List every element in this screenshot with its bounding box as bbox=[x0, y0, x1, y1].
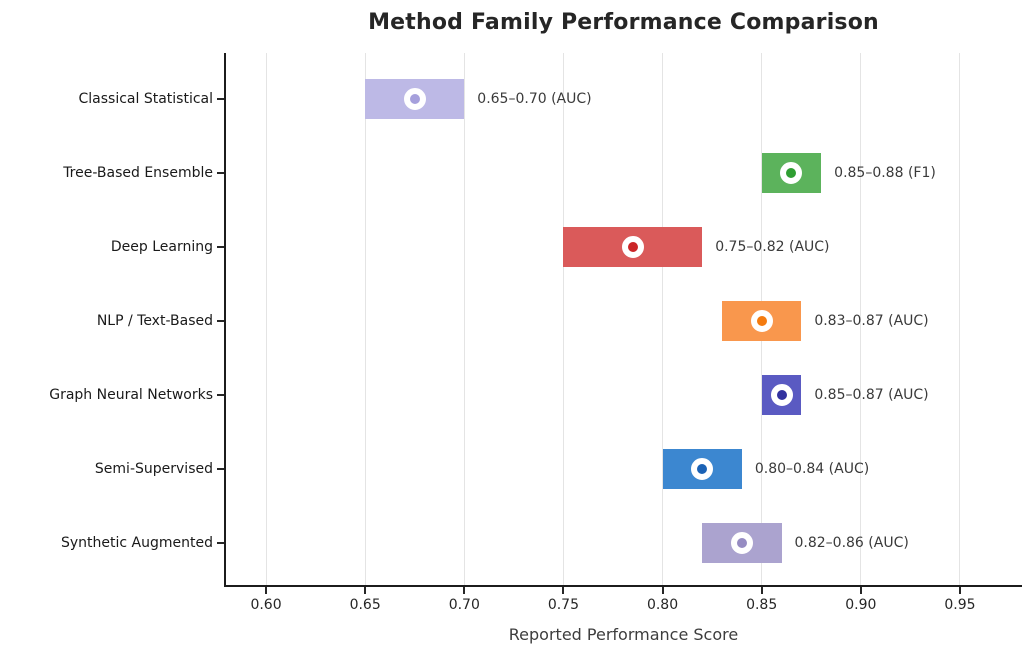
y-tick bbox=[217, 246, 224, 248]
midpoint-marker bbox=[691, 458, 714, 480]
bar-range-label: 0.82–0.86 (AUC) bbox=[794, 535, 909, 551]
y-tick bbox=[217, 172, 224, 174]
x-tick-label: 0.85 bbox=[746, 597, 778, 613]
gridline bbox=[662, 53, 664, 585]
x-axis-spine bbox=[223, 584, 1022, 587]
x-tick-label: 0.90 bbox=[845, 597, 877, 613]
bar-range-label: 0.85–0.87 (AUC) bbox=[814, 387, 929, 403]
x-tick bbox=[958, 586, 961, 594]
y-category-label: Tree-Based Ensemble bbox=[63, 165, 213, 181]
chart-title: Method Family Performance Comparison bbox=[368, 10, 879, 35]
bar-range-label: 0.65–0.70 (AUC) bbox=[477, 91, 592, 107]
y-category-label: Deep Learning bbox=[110, 239, 213, 255]
x-tick-label: 0.80 bbox=[646, 597, 679, 613]
midpoint-marker bbox=[750, 310, 773, 332]
gridline bbox=[860, 53, 862, 585]
x-tick bbox=[661, 586, 664, 594]
x-tick-label: 0.95 bbox=[944, 597, 976, 613]
x-tick bbox=[562, 586, 565, 594]
y-category-label: Graph Neural Networks bbox=[49, 387, 213, 403]
x-axis-label: Reported Performance Score bbox=[508, 625, 739, 644]
gridline bbox=[463, 53, 465, 585]
gridline bbox=[562, 53, 564, 585]
y-category-label: Synthetic Augmented bbox=[61, 535, 213, 551]
midpoint-marker bbox=[780, 162, 803, 184]
y-category-label: NLP / Text-Based bbox=[96, 313, 213, 329]
y-category-label: Semi-Supervised bbox=[94, 461, 213, 477]
bar-range-label: 0.80–0.84 (AUC) bbox=[754, 461, 870, 477]
gridline bbox=[959, 53, 961, 585]
bar-range-label: 0.83–0.87 (AUC) bbox=[814, 313, 929, 329]
y-tick bbox=[217, 98, 224, 100]
y-tick bbox=[217, 468, 224, 470]
x-tick bbox=[463, 586, 466, 594]
x-tick-label: 0.65 bbox=[349, 597, 381, 613]
x-tick-label: 0.70 bbox=[448, 597, 480, 613]
y-tick bbox=[217, 320, 224, 322]
x-tick bbox=[265, 586, 268, 594]
x-tick bbox=[364, 586, 367, 594]
midpoint-marker bbox=[621, 236, 644, 258]
y-axis-spine bbox=[223, 53, 226, 586]
gridline bbox=[364, 53, 366, 585]
x-tick bbox=[859, 586, 862, 594]
x-tick-label: 0.75 bbox=[547, 597, 579, 613]
y-category-label: Classical Statistical bbox=[78, 91, 213, 107]
x-tick-label: 0.60 bbox=[250, 597, 282, 613]
x-tick bbox=[760, 586, 763, 594]
bar-range-label: 0.85–0.88 (F1) bbox=[834, 165, 936, 181]
bar-range-label: 0.75–0.82 (AUC) bbox=[715, 239, 830, 255]
midpoint-marker bbox=[403, 88, 426, 110]
midpoint-marker bbox=[770, 384, 793, 406]
gridline bbox=[265, 53, 267, 585]
midpoint-marker bbox=[730, 532, 753, 554]
y-tick bbox=[217, 394, 224, 396]
y-tick bbox=[217, 542, 224, 544]
